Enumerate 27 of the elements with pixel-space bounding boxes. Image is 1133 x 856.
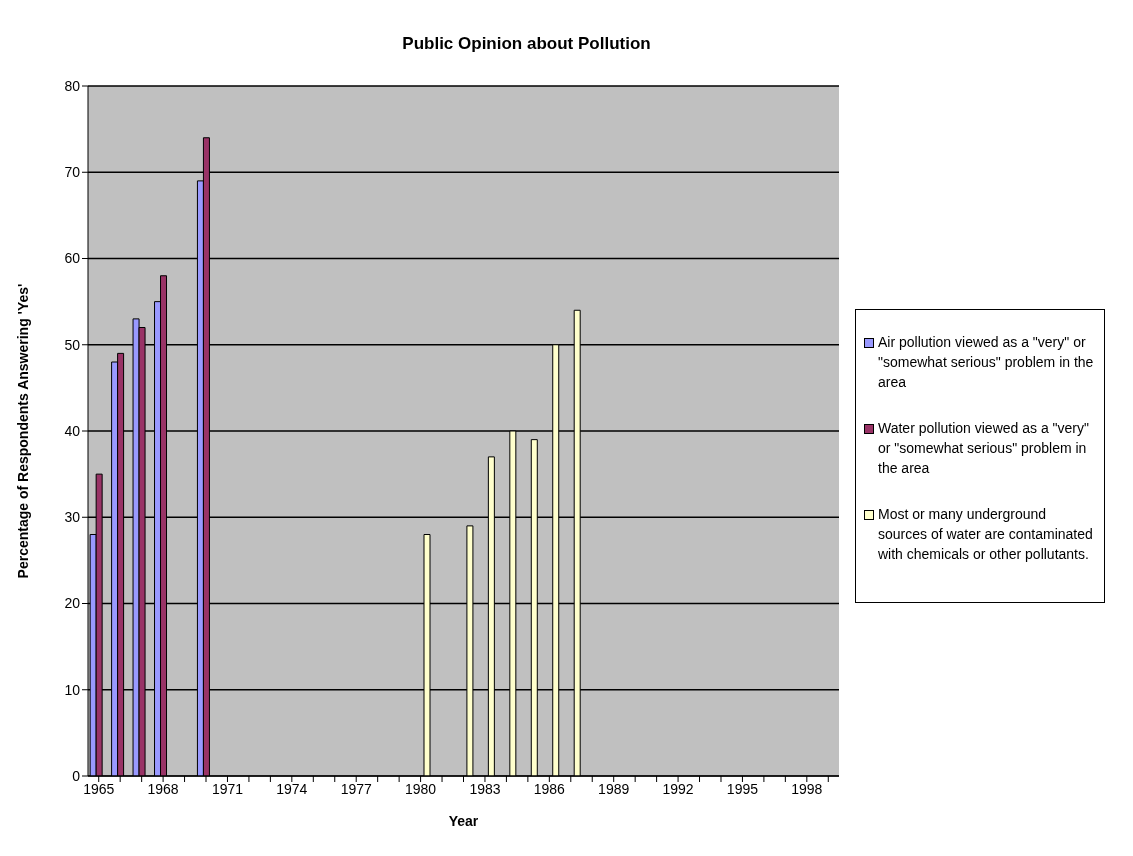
x-tick-label: 1983 <box>469 780 501 797</box>
x-tick-label: 1977 <box>340 780 372 797</box>
x-tick-label: 1974 <box>276 780 308 797</box>
y-tick-label: 80 <box>64 77 81 94</box>
x-axis-title: Year <box>448 813 479 829</box>
legend-label: Air pollution viewed as a "very" or "somewhat serious" problem in the area <box>878 333 1095 392</box>
legend-label: Most or many underground sources of water are contaminated with chemicals or other pollutants. <box>878 505 1094 564</box>
y-tick-label: 20 <box>64 595 81 612</box>
y-tick-label: 0 <box>72 767 81 784</box>
y-axis-title: Percentage of Respondents Answering 'Yes' <box>14 283 31 579</box>
legend-label: Water pollution viewed as a "very" or "somewhat serious" problem in the area <box>878 419 1090 478</box>
x-tick-label: 1971 <box>211 780 244 797</box>
chart-title: Public Opinion about Pollution <box>401 34 652 54</box>
y-tick-label: 30 <box>64 509 81 526</box>
x-tick-label: 1989 <box>598 780 630 797</box>
y-tick-label: 60 <box>64 250 81 267</box>
y-tick-label: 10 <box>64 681 81 698</box>
x-tick-label: 1986 <box>533 780 566 797</box>
y-tick-label: 40 <box>64 422 81 439</box>
x-tick-label: 1968 <box>147 780 179 797</box>
x-tick-label: 1965 <box>83 780 115 797</box>
x-tick-label: 1995 <box>726 780 759 797</box>
x-tick-label: 1998 <box>791 780 823 797</box>
y-tick-label: 50 <box>64 336 81 353</box>
y-tick-label: 70 <box>64 164 81 181</box>
x-tick-label: 1980 <box>405 780 437 797</box>
x-tick-label: 1992 <box>662 780 694 797</box>
